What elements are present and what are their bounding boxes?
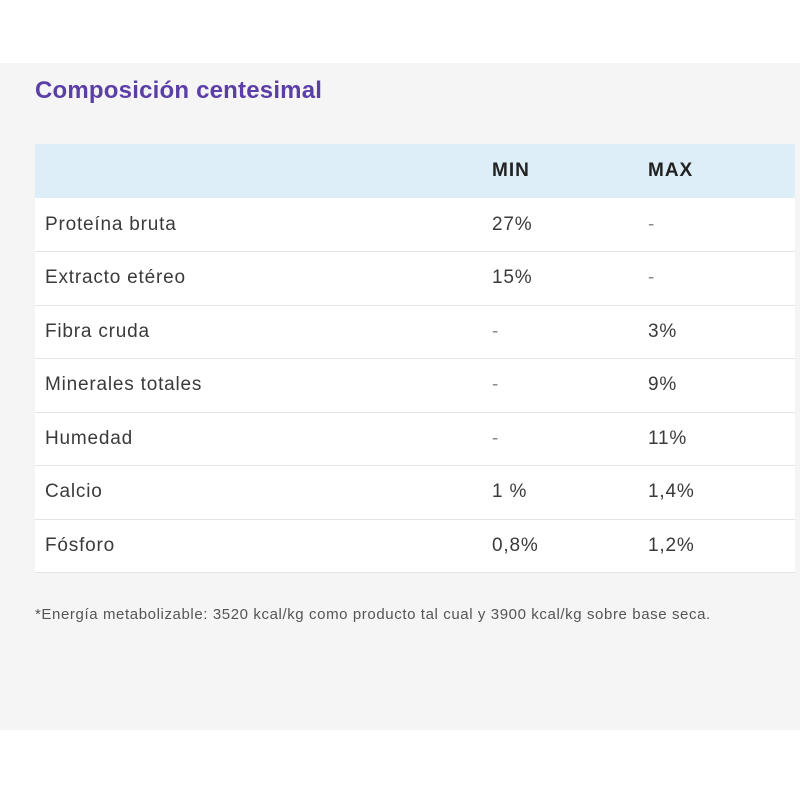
row-name: Fibra cruda [45,320,150,342]
content-panel [0,63,800,730]
row-name: Humedad [45,427,133,449]
table-row: Fibra cruda - 3% [35,305,795,359]
table-row: Minerales totales - 9% [35,358,795,412]
row-min: - [492,374,500,396]
table-row: Extracto etéreo 15% - [35,251,795,305]
table-row: Proteína bruta 27% - [35,198,795,252]
row-max: - [648,267,656,289]
table-row: Humedad - 11% [35,412,795,466]
row-min: 0,8% [492,534,539,556]
row-name: Extracto etéreo [45,267,186,289]
energy-footnote: *Energía metabolizable: 3520 kcal/kg com… [35,606,711,623]
row-name: Proteína bruta [45,213,177,235]
row-min: 27% [492,213,533,235]
row-name: Fósforo [45,534,116,556]
row-min: 1 % [492,481,528,503]
row-max: 1,4% [648,481,695,503]
row-min: - [492,427,500,449]
composition-table: MIN MAX Proteína bruta 27% - Extracto et… [35,144,795,573]
table-row: Calcio 1 % 1,4% [35,465,795,519]
row-name: Minerales totales [45,374,203,396]
row-name: Calcio [45,481,103,503]
header-name [35,144,492,198]
header-max: MAX [648,160,694,181]
row-max: 3% [648,320,678,342]
header-min: MIN [492,160,530,181]
row-max: - [648,213,656,235]
table-header-row: MIN MAX [35,144,795,198]
row-max: 11% [648,427,688,449]
row-max: 1,2% [648,534,695,556]
section-title: Composición centesimal [35,77,323,104]
row-min: - [492,320,500,342]
row-min: 15% [492,267,533,289]
row-max: 9% [648,374,678,396]
table-row: Fósforo 0,8% 1,2% [35,519,795,573]
